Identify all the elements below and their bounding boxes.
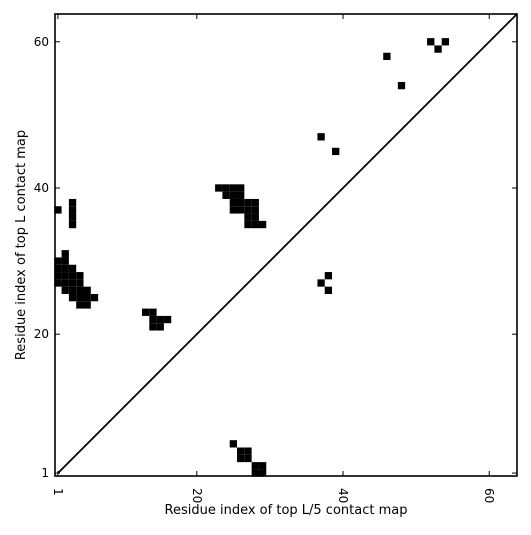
contact-cell bbox=[61, 264, 69, 273]
contact-cell bbox=[68, 220, 77, 229]
contact-cell bbox=[83, 286, 91, 294]
contact-cells bbox=[54, 38, 450, 477]
contact-cell bbox=[237, 184, 245, 192]
contact-cell bbox=[61, 250, 69, 258]
x-tick-label: 1 bbox=[51, 488, 65, 496]
contact-cell bbox=[68, 279, 77, 287]
y-tick-label: 20 bbox=[34, 327, 49, 341]
contact-cell bbox=[54, 272, 62, 280]
contact-cell bbox=[68, 264, 77, 273]
contact-cell bbox=[76, 293, 84, 302]
contact-cell bbox=[251, 206, 259, 214]
contact-cell bbox=[324, 272, 333, 280]
contact-cell bbox=[222, 184, 230, 192]
contact-cell bbox=[237, 191, 245, 199]
contact-cell bbox=[54, 257, 62, 265]
contact-cell bbox=[83, 293, 91, 302]
x-tick-label: 60 bbox=[482, 488, 496, 503]
contact-cell bbox=[163, 315, 172, 324]
contact-cell bbox=[332, 147, 340, 156]
contact-cell bbox=[76, 279, 84, 287]
contact-cell bbox=[317, 279, 325, 287]
contact-cell bbox=[244, 454, 252, 463]
contact-cell bbox=[258, 469, 267, 477]
contact-cell bbox=[61, 272, 69, 280]
contact-cell bbox=[237, 206, 245, 214]
y-tick-label: 1 bbox=[41, 466, 49, 480]
contact-cell bbox=[76, 272, 84, 280]
contact-cell bbox=[237, 447, 245, 455]
diagonal-line bbox=[57, 13, 518, 474]
contact-cell bbox=[317, 133, 325, 141]
contact-cell bbox=[251, 198, 259, 207]
contact-cell bbox=[258, 220, 267, 229]
x-tick-label: 20 bbox=[190, 488, 204, 503]
contact-cell bbox=[54, 279, 62, 287]
contact-cell bbox=[229, 440, 238, 448]
contact-cell bbox=[141, 308, 150, 316]
contact-cell bbox=[244, 198, 252, 207]
contact-cell bbox=[251, 469, 259, 477]
x-axis-label: Residue index of top L/5 contact map bbox=[165, 503, 408, 518]
contact-cell bbox=[61, 286, 69, 294]
contact-cell bbox=[244, 213, 252, 221]
plot-frame bbox=[54, 13, 518, 477]
contact-cell bbox=[427, 38, 435, 46]
contact-cell bbox=[54, 206, 62, 214]
contact-cell bbox=[61, 279, 69, 287]
contact-cell bbox=[68, 286, 77, 294]
contact-cell bbox=[90, 293, 99, 302]
contact-cell bbox=[68, 198, 77, 207]
contact-cell bbox=[68, 293, 77, 302]
contact-cell bbox=[68, 272, 77, 280]
contact-cell bbox=[83, 301, 91, 309]
contact-cell bbox=[76, 286, 84, 294]
contact-cell bbox=[229, 198, 238, 207]
contact-cell bbox=[251, 213, 259, 221]
contact-cell bbox=[229, 184, 238, 192]
contact-cell bbox=[258, 462, 267, 470]
contact-cell bbox=[149, 315, 157, 324]
contact-cell bbox=[229, 191, 238, 199]
contact-cell bbox=[76, 301, 84, 309]
contact-cell bbox=[229, 206, 238, 214]
contact-cell bbox=[68, 213, 77, 221]
contact-cell bbox=[244, 206, 252, 214]
contact-cell bbox=[149, 323, 157, 331]
contact-cell bbox=[237, 454, 245, 463]
y-tick-label: 40 bbox=[34, 181, 49, 195]
contact-cell bbox=[244, 220, 252, 229]
axis-ticks: 1 20 40 60 1 20 40 60 bbox=[34, 14, 517, 503]
contact-cell bbox=[156, 315, 164, 324]
contact-cell bbox=[61, 257, 69, 265]
y-tick-label: 60 bbox=[34, 35, 49, 49]
contact-cell bbox=[68, 206, 77, 214]
contact-cell bbox=[149, 308, 157, 316]
contact-cell bbox=[244, 447, 252, 455]
y-axis-label: Residue index of top L contact map bbox=[14, 130, 29, 360]
contact-cell bbox=[237, 198, 245, 207]
contact-cell bbox=[251, 220, 259, 229]
contact-cell bbox=[434, 45, 442, 53]
contact-cell bbox=[441, 38, 450, 46]
contact-cell bbox=[215, 184, 223, 192]
contact-cell bbox=[324, 286, 333, 294]
x-tick-label: 40 bbox=[336, 488, 350, 503]
contact-cell bbox=[251, 462, 259, 470]
contact-cell bbox=[397, 81, 406, 90]
contact-cell bbox=[156, 323, 164, 331]
contact-cell bbox=[383, 52, 391, 61]
contact-cell bbox=[222, 191, 230, 199]
contact-cell bbox=[54, 264, 62, 273]
